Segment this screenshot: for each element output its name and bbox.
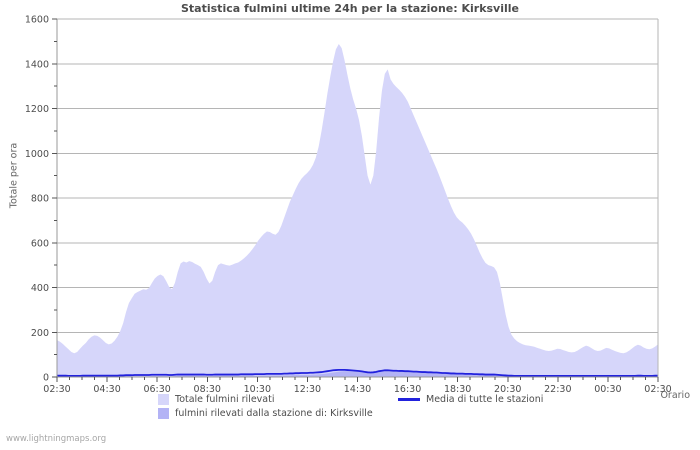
legend-row-1: Totale fulmini rilevati Media di tutte l… (0, 394, 700, 409)
svg-text:06:30: 06:30 (143, 384, 170, 395)
legend-row-2: fulmini rilevati dalla stazione di: Kirk… (0, 408, 700, 423)
legend-swatch-total-icon (158, 394, 169, 405)
chart-legend: Totale fulmini rilevati Media di tutte l… (0, 394, 700, 426)
svg-text:02:30: 02:30 (644, 384, 671, 395)
footer-site-url: www.lightningmaps.org (6, 434, 107, 444)
y-axis-ticks: 0 200 400 600 800 1000 1200 1400 1600 (25, 15, 57, 384)
series-line-media (57, 368, 658, 377)
svg-text:12:30: 12:30 (294, 384, 321, 395)
legend-item-total[interactable]: Totale fulmini rilevati (158, 394, 274, 405)
legend-swatch-media-line-icon (398, 398, 420, 401)
svg-text:600: 600 (31, 238, 49, 249)
x-axis-ticks: 02:30 04:30 06:30 08:30 10:30 12:30 14:30 16:30… (43, 377, 672, 395)
svg-text:22:30: 22:30 (544, 384, 571, 395)
legend-item-media[interactable]: Media di tutte le stazioni (398, 394, 543, 405)
legend-swatch-station-icon (158, 408, 169, 419)
svg-text:1000: 1000 (25, 149, 49, 160)
series-area-total (57, 44, 658, 378)
svg-text:02:30: 02:30 (43, 384, 70, 395)
svg-text:200: 200 (31, 328, 49, 339)
svg-text:16:30: 16:30 (394, 384, 421, 395)
svg-text:18:30: 18:30 (444, 384, 471, 395)
svg-text:1600: 1600 (25, 15, 49, 26)
legend-label-media: Media di tutte le stazioni (426, 394, 544, 405)
svg-text:08:30: 08:30 (194, 384, 221, 395)
svg-text:14:30: 14:30 (344, 384, 371, 395)
svg-text:0: 0 (43, 373, 49, 384)
legend-label-total: Totale fulmini rilevati (175, 394, 275, 405)
svg-text:1200: 1200 (25, 104, 49, 115)
svg-text:1400: 1400 (25, 59, 49, 70)
svg-text:400: 400 (31, 283, 49, 294)
svg-text:800: 800 (31, 194, 49, 205)
series-area-station (57, 370, 658, 377)
svg-text:10:30: 10:30 (244, 384, 271, 395)
legend-label-station: fulmini rilevati dalla stazione di: Kirk… (175, 408, 373, 419)
page-title: Statistica fulmini ultime 24h per la sta… (181, 2, 519, 15)
legend-item-station[interactable]: fulmini rilevati dalla stazione di: Kirk… (158, 408, 373, 419)
svg-text:00:30: 00:30 (594, 384, 621, 395)
x-axis-label: Orario (660, 390, 690, 401)
svg-text:20:30: 20:30 (494, 384, 521, 395)
svg-text:04:30: 04:30 (93, 384, 120, 395)
